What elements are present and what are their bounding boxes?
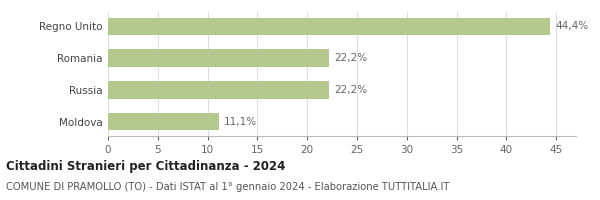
- Text: COMUNE DI PRAMOLLO (TO) - Dati ISTAT al 1° gennaio 2024 - Elaborazione TUTTITALI: COMUNE DI PRAMOLLO (TO) - Dati ISTAT al …: [6, 182, 449, 192]
- Text: 22,2%: 22,2%: [334, 85, 367, 95]
- Text: 22,2%: 22,2%: [334, 53, 367, 63]
- Bar: [108, 18, 550, 35]
- Bar: [108, 49, 329, 67]
- Text: Cittadini Stranieri per Cittadinanza - 2024: Cittadini Stranieri per Cittadinanza - 2…: [6, 160, 286, 173]
- Text: 44,4%: 44,4%: [555, 21, 588, 31]
- Bar: [108, 81, 329, 99]
- Text: 11,1%: 11,1%: [224, 117, 257, 127]
- Bar: [108, 113, 218, 130]
